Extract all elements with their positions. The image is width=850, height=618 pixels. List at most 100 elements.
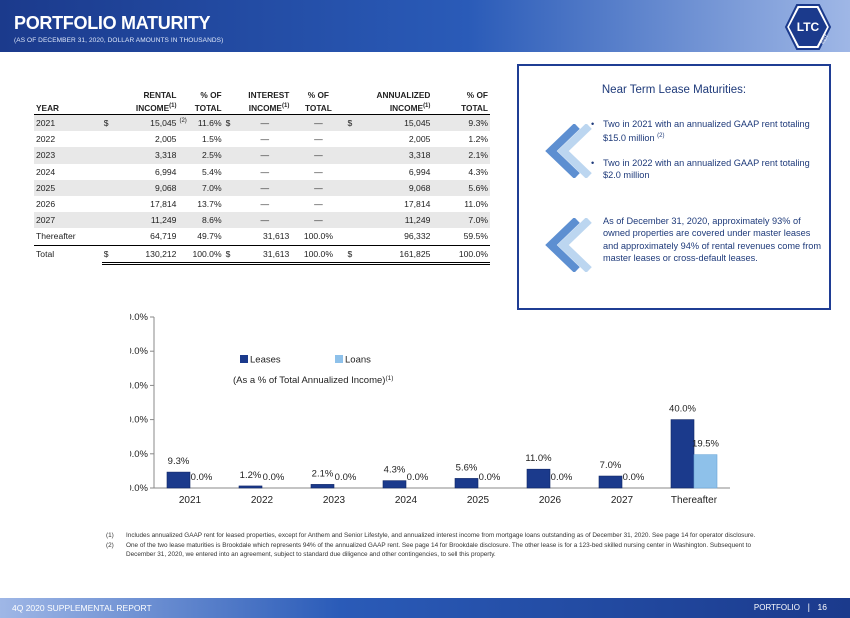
bullet-2022: • Two in 2022 with an annualized GAAP ren… (591, 158, 810, 180)
page-footer: 4Q 2020 SUPPLEMENTAL REPORT PORTFOLIO | … (0, 598, 850, 618)
currency-cell (101, 179, 117, 196)
pct2-header-top: % OF (307, 89, 330, 100)
table-row: 2025 9,068 7.0% — —9,068 5.6% (34, 179, 490, 196)
annualized-pct-cell: 2.1% (432, 147, 490, 164)
currency-cell (102, 131, 117, 147)
y-tick-label: 0.0% (130, 483, 149, 494)
rental-cell: 17,814 (150, 199, 177, 210)
annualized-pct-cell: 11.0% (464, 199, 488, 210)
logo-text: LTC (797, 20, 820, 34)
rental-pct-cell: 1.5% (202, 134, 222, 145)
data-label: 4.3% (384, 465, 406, 476)
currency-cell (102, 196, 117, 212)
table-row: Thereafter 64,719 49.7% 31,613 100.0% 96,332 5… (34, 228, 490, 246)
annualized-pct-cell: 59.5% (463, 231, 488, 242)
rental-pct-cell: 7.0% (178, 179, 224, 196)
legend-swatch-leases (240, 355, 248, 363)
rental-pct-cell: 49.7% (197, 231, 222, 242)
rental-cell: 64,719 (150, 231, 177, 242)
table-row: 2023 3,318 2.5% — —3,318 2.1% (34, 147, 490, 164)
rental-pct-cell: 8.6% (178, 212, 224, 229)
data-label: 0.0% (335, 472, 357, 483)
currency-cell: $ (223, 114, 239, 132)
currency-cell (346, 196, 361, 212)
interest-header-top: INTEREST (248, 89, 290, 100)
annualized-cell: 11,249 (360, 212, 433, 229)
interest-cell: — (238, 147, 292, 164)
currency-cell (223, 147, 239, 164)
box-title: Near Term Lease Maturities: (601, 84, 747, 96)
annualized-header-top: ANNUALIZED (376, 89, 431, 100)
data-label: 5.6% (456, 462, 478, 473)
maturity-table: RENTAL % OF INTEREST % OF ANNUALIZED % O… (34, 88, 490, 265)
currency-cell (345, 179, 361, 196)
table-row: 2026 17,814 13.7% — — 17,814 11.0% (34, 196, 490, 212)
bar-leases (310, 484, 335, 489)
legend-label: Leases (250, 355, 281, 366)
currency-cell (224, 131, 239, 147)
currency-cell: $ (101, 114, 117, 132)
page-header: PORTFOLIO MATURITY (AS OF DECEMBER 31, 2… (0, 0, 850, 52)
rental-pct-cell: 13.7% (197, 199, 222, 210)
pct2-header-bottom: TOTAL (291, 101, 346, 115)
year-cell: Thereafter (36, 231, 76, 242)
bar-leases (382, 480, 407, 489)
year-cell: 2023 (34, 147, 102, 164)
footnote-2: (2) One of the two lease maturities is Br… (106, 542, 752, 558)
interest-pct-cell: — (314, 134, 323, 145)
footnotes: (1) Includes annualized GAAP rent for lea… (106, 531, 776, 559)
data-label: 0.0% (407, 472, 429, 483)
year-cell: 2022 (36, 134, 56, 145)
currency-cell: $ (101, 244, 117, 265)
rental-cell: 9,068 (116, 179, 179, 196)
interest-pct-cell: — (291, 179, 346, 196)
chart-subtitle: (As a % of Total Annualized Income)(1) (233, 375, 393, 386)
table-header-row-2: YEAR INCOME(1) TOTAL INCOME(1) TOTAL INC… (34, 101, 490, 115)
chevron-left-icon (545, 124, 592, 178)
year-cell: 2021 (34, 114, 102, 132)
currency-cell (224, 228, 239, 245)
currency-cell (223, 179, 239, 196)
currency-cell (346, 131, 361, 147)
bar-loans (693, 454, 718, 489)
table-row: 2022 2,005 1.5% — — 2,005 1.2% (34, 131, 490, 147)
data-label: 0.0% (479, 472, 501, 483)
rental-pct-cell: 2.5% (178, 147, 224, 164)
y-tick-label: 100.0% (130, 312, 149, 323)
interest-header-bottom: INCOME(1) (223, 101, 292, 115)
interest-cell: — (260, 166, 270, 177)
currency-cell: $ (223, 244, 239, 265)
table-total-row: Total $130,212 100.0% $31,613 100.0% $161,825… (34, 244, 490, 265)
data-label: 2.1% (312, 468, 334, 479)
total-rental-cell: 130,212 (116, 244, 179, 265)
data-label: 9.3% (168, 456, 190, 467)
total-label: Total (34, 244, 102, 264)
x-tick-label: Thereafter (671, 495, 718, 506)
y-tick-label: 80.0% (130, 346, 149, 357)
interest-cell: 31,613 (238, 228, 292, 246)
table-row: 2027 11,249 8.6% — —11,249 7.0% (34, 212, 490, 229)
logo-subtext: REIT (820, 33, 830, 45)
maturity-bar-chart: 0.0%20.0%40.0%60.0%80.0%100.0%20219.3%0.… (130, 312, 730, 506)
data-label: 0.0% (191, 472, 213, 483)
annualized-pct-cell: 5.6% (432, 179, 490, 196)
section-name: PORTFOLIO (753, 603, 800, 612)
rental-cell: 3,318 (116, 147, 179, 164)
annualized-cell: 17,814 (404, 199, 431, 210)
x-tick-label: 2027 (611, 495, 634, 506)
data-label: 19.5% (692, 439, 719, 450)
annualized-cell: 9,068 (360, 179, 433, 196)
interest-cell: — (238, 179, 292, 196)
master-lease-paragraph: As of December 31, 2020, approximately 9… (603, 216, 822, 263)
currency-cell (345, 212, 361, 229)
data-label: 7.0% (600, 460, 622, 471)
annualized-cell: 2,005 (408, 134, 431, 145)
pct-header-top: % OF (200, 89, 222, 100)
total-interest-pct-cell: 100.0% (291, 244, 346, 265)
bar-leases (670, 419, 695, 489)
legend-label: Loans (345, 355, 371, 366)
year-cell: 2025 (34, 179, 102, 196)
data-label: 0.0% (623, 472, 645, 483)
interest-pct-cell: — (314, 199, 323, 210)
total-rental-pct-cell: 100.0% (178, 244, 224, 265)
